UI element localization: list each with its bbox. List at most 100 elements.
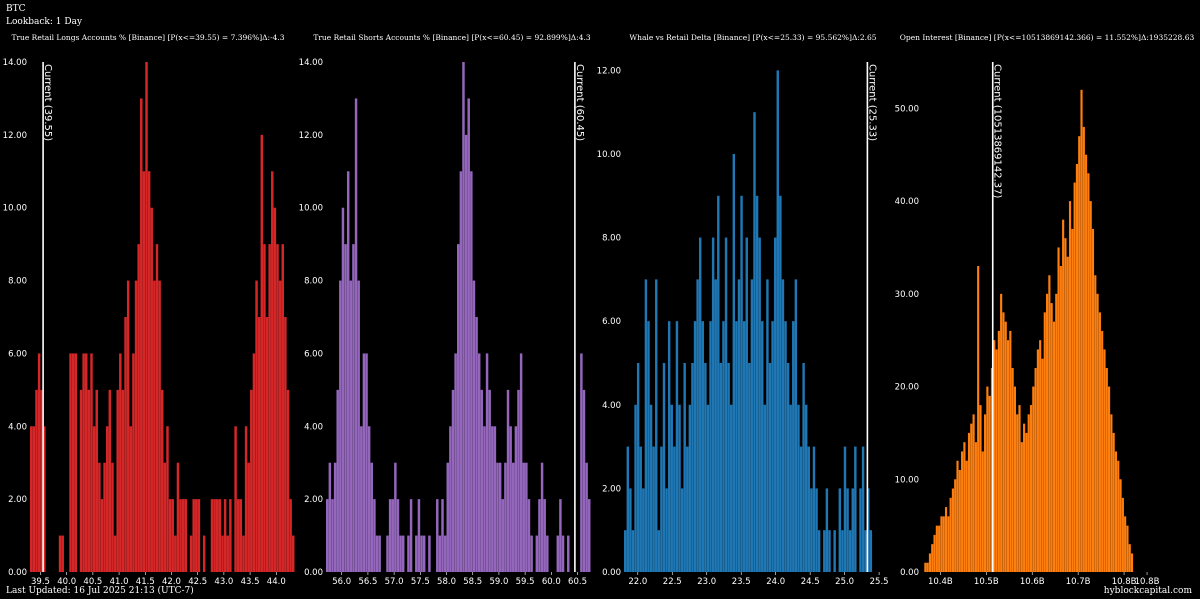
histogram-bar [472, 280, 476, 572]
histogram-bar [678, 404, 681, 572]
histogram-bar [1114, 451, 1118, 572]
histogram-bar [949, 497, 952, 572]
histogram-bar [344, 244, 347, 572]
x-tick-label: 24.0 [766, 577, 785, 587]
histogram-bar [686, 446, 689, 572]
histogram-bar [1009, 330, 1012, 572]
histogram-bar [1101, 330, 1104, 572]
histogram-bar [438, 535, 442, 572]
y-tick-label: 10.00 [597, 150, 621, 160]
histogram-bar [525, 462, 528, 572]
y-tick-label: 30.00 [895, 290, 919, 300]
x-tick-label: 57.0 [385, 577, 404, 587]
x-tick-label: 56.5 [358, 577, 377, 587]
histogram-bar [407, 535, 410, 572]
histogram-bar [935, 525, 938, 572]
y-tick-label: 4.00 [304, 422, 323, 432]
histogram-bar [673, 446, 676, 572]
histogram-bar [346, 171, 350, 573]
histogram-bar [724, 237, 728, 572]
histogram-bar [1103, 349, 1106, 572]
x-tick-label: 43.5 [241, 577, 260, 587]
histogram-bar [1096, 293, 1099, 572]
histogram-bar [750, 279, 754, 572]
histogram-bar [624, 530, 627, 572]
x-tick-label: 10.6B [1020, 577, 1045, 587]
y-tick-label: 10.00 [3, 204, 27, 214]
histogram-bar [655, 279, 658, 572]
histogram-bar [1041, 358, 1044, 572]
histogram-bar [116, 389, 119, 572]
x-tick-label: 24.5 [801, 577, 820, 587]
histogram-bar [153, 280, 156, 572]
histogram-bar [40, 389, 43, 572]
histogram-bar [636, 362, 640, 572]
current-value-label: Current (60.45) [574, 64, 585, 141]
y-tick-label: 40.00 [895, 197, 919, 207]
histogram-bar [142, 171, 146, 573]
histogram-bar [958, 470, 961, 572]
histogram-bar [375, 535, 379, 572]
histogram-bar [1055, 293, 1058, 572]
x-tick-label: 59.5 [516, 577, 535, 587]
histogram-bar [933, 534, 936, 572]
histogram-bar [161, 389, 164, 572]
histogram-bar [184, 499, 188, 572]
histogram-bar [647, 321, 650, 572]
histogram-bar [859, 488, 862, 572]
histogram-bar [32, 426, 36, 572]
histogram-bar [210, 499, 214, 572]
x-tick-label: 58.0 [437, 577, 456, 587]
histogram-bar [527, 499, 531, 572]
histogram-bar [221, 535, 224, 572]
histogram-bar [947, 516, 950, 572]
histogram-bar [784, 321, 787, 572]
histogram-bar [781, 279, 785, 572]
histogram-bar [292, 535, 295, 572]
histogram-bar [753, 112, 756, 572]
histogram-bar [113, 535, 117, 572]
histogram-bar [105, 426, 109, 572]
histogram-bar [869, 530, 873, 572]
histogram-bar [79, 389, 83, 572]
histogram-bar [561, 535, 565, 572]
histogram-bar [649, 404, 653, 572]
histogram-bar [509, 426, 512, 572]
y-tick-label: 6.00 [304, 349, 323, 359]
histogram-bar [265, 317, 269, 572]
histogram-bar [257, 317, 261, 572]
x-tick-label: 59.0 [489, 577, 508, 587]
histogram-bar [276, 244, 279, 572]
histogram-bar [485, 353, 489, 572]
histogram-bar [354, 98, 358, 573]
histogram-bar [108, 389, 112, 572]
histogram-bar [670, 404, 673, 572]
histogram-bar [825, 488, 829, 572]
histogram-bar [580, 353, 583, 572]
histogram-bar [362, 353, 366, 572]
histogram-bar [477, 353, 481, 572]
histogram-bar [61, 535, 64, 572]
histogram-bar [1027, 414, 1030, 572]
histogram-bar [95, 389, 98, 572]
current-value-label: Current (39.55) [42, 64, 53, 141]
chart-panel-1: True Retail Longs Accounts % [Binance] [… [3, 33, 295, 587]
histogram-bar [244, 426, 248, 572]
histogram-bar [158, 280, 161, 572]
histogram-bar [1013, 386, 1016, 572]
histogram-bar [336, 389, 339, 572]
histogram-bar [506, 389, 510, 572]
histogram-bar [662, 362, 666, 572]
histogram-bar [493, 426, 497, 572]
histogram-bar [657, 530, 661, 572]
chart-title: Open Interest [Binance] [P(x<=1051386914… [900, 33, 1195, 42]
histogram-bar [817, 530, 821, 572]
histogram-bar [451, 389, 455, 572]
histogram-bar [197, 499, 201, 572]
histogram-bar [1071, 228, 1074, 572]
x-tick-label: 25.5 [870, 577, 889, 587]
y-tick-label: 10.00 [299, 204, 323, 214]
histogram-bar [255, 280, 258, 572]
histogram-bar [843, 446, 847, 572]
